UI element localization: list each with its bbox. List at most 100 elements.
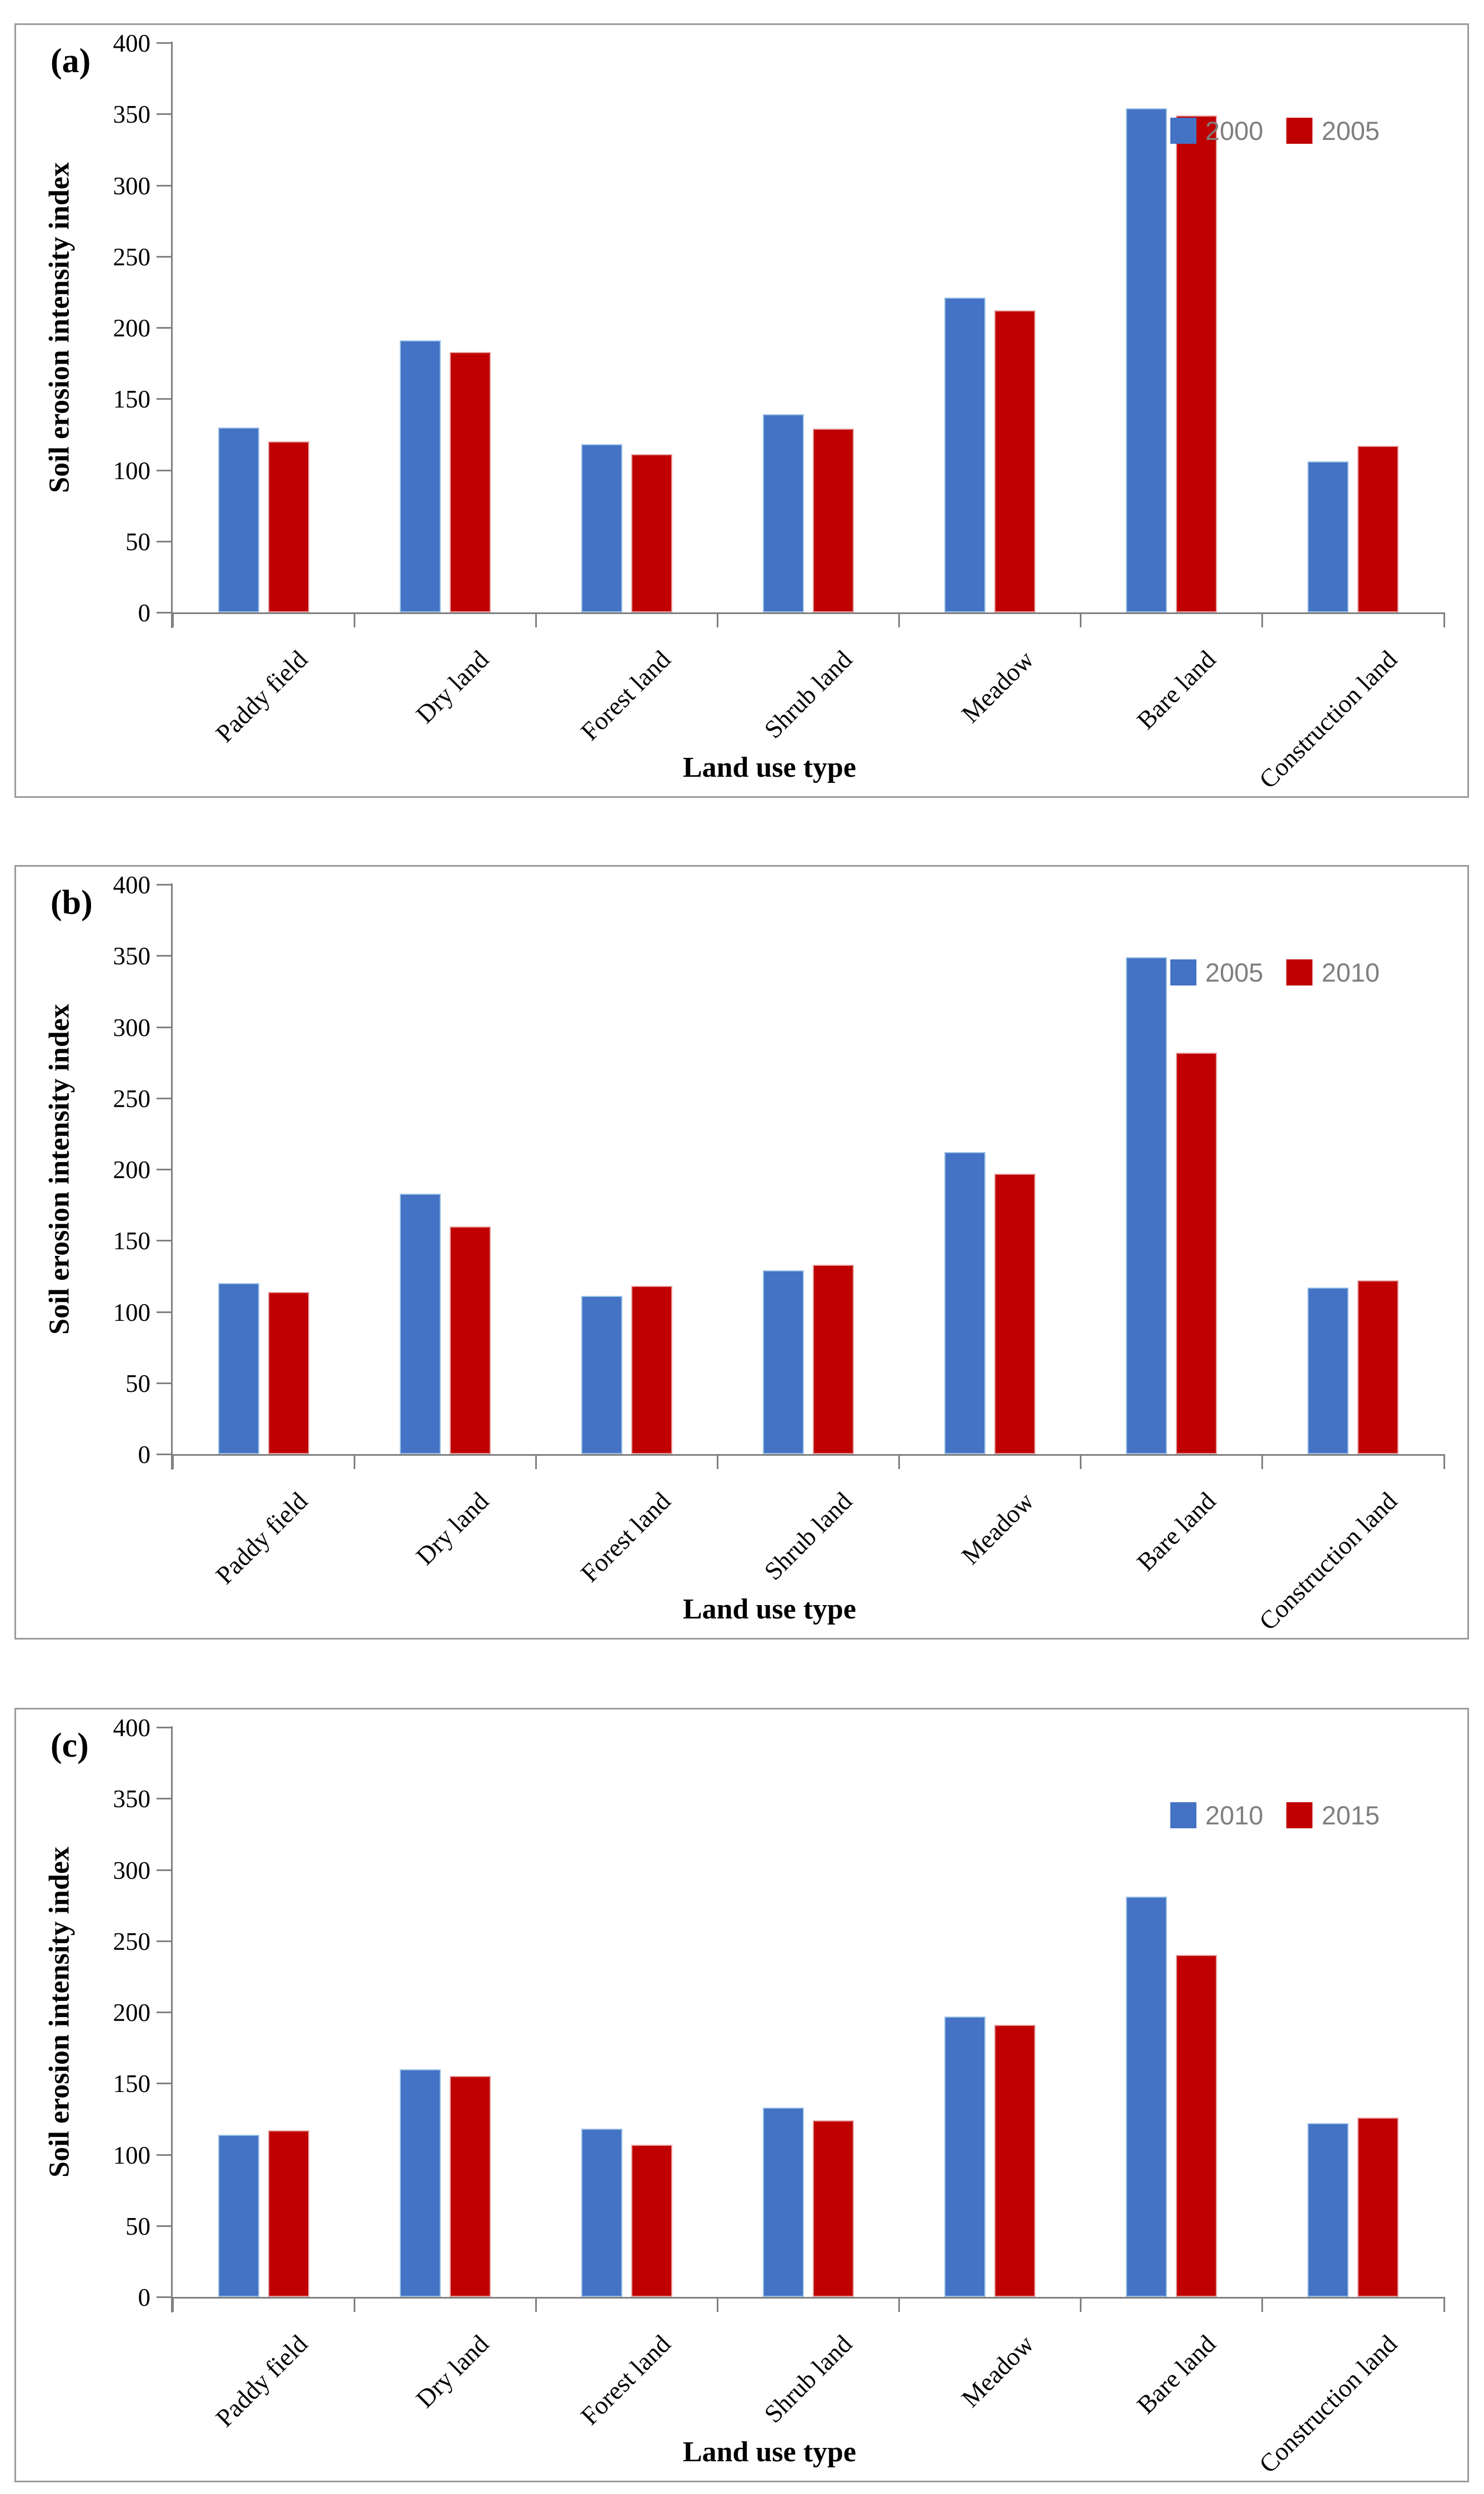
bar-2010-dry-land (399, 2069, 441, 2297)
y-tick-mark (157, 1798, 171, 1800)
x-tick-mark (1261, 2297, 1264, 2312)
x-tick-mark (353, 2297, 355, 2312)
y-tick-label: 0 (138, 2284, 151, 2311)
bar-2000-bare-land (1126, 108, 1168, 612)
y-tick-label: 400 (113, 871, 151, 899)
bar-2000-shrub-land (763, 414, 804, 612)
category-label: Paddy field (210, 1486, 313, 1590)
y-tick-label: 250 (113, 1084, 151, 1113)
x-tick-mark (1261, 612, 1264, 627)
bar-2010-shrub-land (763, 2108, 804, 2297)
y-tick-mark (157, 1869, 171, 1871)
y-tick-mark (157, 398, 171, 400)
x-axis-line (171, 1454, 1444, 1456)
y-tick-mark (157, 1169, 171, 1170)
category-label: Shrub land (758, 645, 858, 744)
bar-2005-paddy-field (218, 1283, 259, 1454)
bar-2015-paddy-field (268, 2130, 309, 2297)
bar-2015-construction-land (1357, 2118, 1399, 2297)
plot-area: 0 50 100 150 200 250 300 350 400 Paddy field Dry l… (113, 1714, 1445, 2478)
y-tick-mark (157, 1240, 171, 1242)
bar-2000-forest-land (581, 444, 622, 612)
legend: 2005 2010 (1170, 957, 1380, 988)
y-tick-mark (157, 1382, 171, 1384)
category-label: Shrub land (758, 1486, 858, 1586)
x-axis-line (171, 2297, 1444, 2299)
y-tick-label: 300 (113, 1013, 151, 1042)
panel-letter: (a) (51, 42, 91, 80)
x-tick-mark (716, 2297, 718, 2312)
y-tick-mark (157, 1026, 171, 1028)
bar-2015-shrub-land (813, 2120, 854, 2297)
legend-swatch-2000 (1170, 118, 1196, 144)
bar-2005-shrub-land (813, 429, 854, 612)
bar-2000-meadow (944, 298, 986, 612)
bar-2010-meadow (994, 1174, 1036, 1454)
y-tick-label: 400 (113, 1714, 151, 1742)
y-tick-mark (157, 42, 171, 44)
bar-2010-forest-land (581, 2129, 622, 2297)
y-axis-line (171, 1726, 173, 2312)
y-tick-label: 350 (113, 100, 151, 129)
y-tick-mark (157, 2083, 171, 2085)
y-tick-label: 100 (113, 1298, 151, 1326)
x-tick-mark (898, 2297, 901, 2312)
bar-2010-construction-land (1307, 2123, 1349, 2297)
plot-area: 0 50 100 150 200 250 300 350 400 Paddy field Dry l… (113, 29, 1445, 794)
x-tick-mark (898, 1454, 901, 1469)
x-tick-mark (535, 1454, 537, 1469)
legend-item-2005: 2005 (1170, 957, 1263, 988)
plot-area: 0 50 100 150 200 250 300 350 400 Paddy field Dry l… (113, 871, 1445, 1636)
x-tick-mark (172, 612, 174, 627)
y-tick-label: 400 (113, 29, 151, 57)
category-label: Forest land (575, 645, 676, 746)
panel-letter: (c) (51, 1727, 89, 1764)
chart-panel-b: (b) Soil erosion intensity index Land use … (14, 865, 1469, 1640)
bar-2000-construction-land (1307, 461, 1349, 612)
panel-letter: (b) (51, 884, 93, 922)
y-tick-label: 200 (113, 1156, 151, 1184)
y-tick-label: 100 (113, 2141, 151, 2169)
bar-2010-construction-land (1357, 1280, 1399, 1454)
category-label: Bare land (1131, 1486, 1221, 1577)
x-tick-mark (1443, 1454, 1445, 1469)
bar-2010-bare-land (1176, 1053, 1218, 1454)
x-axis-title: Land use type (682, 1593, 857, 1625)
legend-swatch-2005 (1286, 118, 1313, 144)
category-label: Meadow (956, 1486, 1039, 1570)
y-tick-mark (157, 469, 171, 471)
legend-swatch-2010 (1170, 1802, 1196, 1828)
y-tick-label: 350 (113, 1785, 151, 1813)
x-tick-mark (716, 612, 718, 627)
legend: 2010 2015 (1170, 1800, 1380, 1831)
category-label: Dry land (410, 645, 495, 729)
y-tick-label: 200 (113, 314, 151, 342)
chart-panel-a: (a) Soil erosion intensity index Land use … (14, 23, 1469, 798)
legend-item-2000: 2000 (1170, 115, 1264, 146)
category-label: Dry land (410, 1486, 495, 1571)
y-tick-mark (157, 255, 171, 258)
y-tick-label: 50 (125, 527, 150, 556)
y-tick-label: 50 (125, 1369, 150, 1397)
bar-2010-paddy-field (268, 1292, 309, 1454)
x-tick-mark (716, 1454, 718, 1469)
x-tick-mark (353, 1454, 355, 1469)
x-tick-mark (1261, 1454, 1264, 1469)
y-tick-mark (157, 113, 171, 115)
bar-2005-meadow (944, 1152, 986, 1454)
y-tick-label: 300 (113, 1856, 151, 1884)
x-axis-title: Land use type (682, 752, 857, 783)
y-tick-mark (157, 2225, 171, 2227)
legend-item-2015: 2015 (1286, 1800, 1380, 1831)
y-tick-mark (157, 955, 171, 957)
category-label: Forest land (575, 1486, 676, 1588)
y-tick-mark (157, 540, 171, 542)
y-tick-label: 150 (113, 385, 151, 414)
category-label: Paddy field (210, 645, 313, 748)
x-tick-mark (172, 2297, 174, 2312)
y-tick-mark (157, 612, 171, 614)
legend-label-2000: 2000 (1205, 116, 1264, 145)
legend-label-2010: 2010 (1205, 1801, 1264, 1830)
x-tick-mark (898, 612, 901, 627)
bar-2005-bare-land (1126, 957, 1168, 1454)
